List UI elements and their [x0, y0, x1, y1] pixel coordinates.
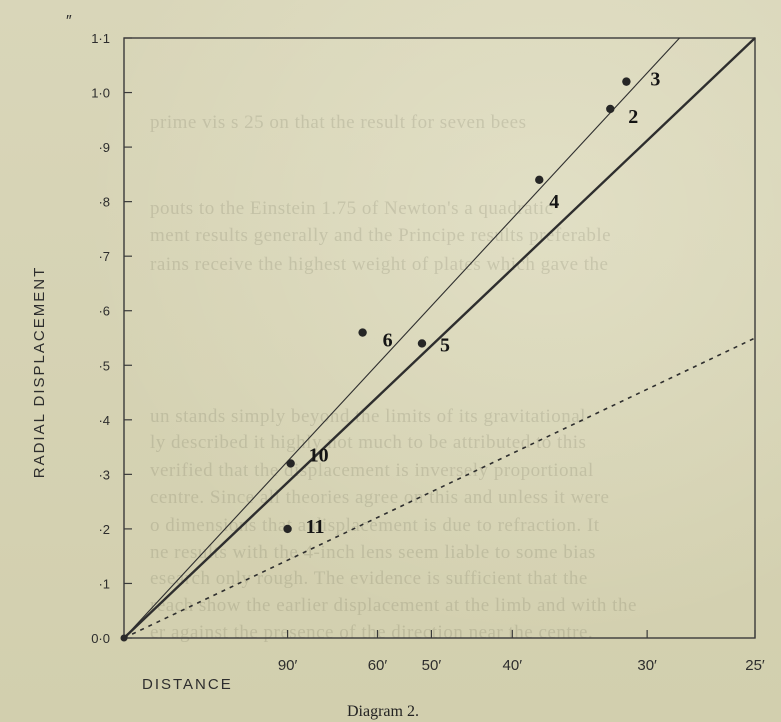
x-tick-label: 40′ [503, 657, 523, 674]
data-point-label-3: 3 [650, 69, 660, 91]
bleed-through-text: pouts to the Einstein 1.75 of Newton's a… [150, 198, 554, 219]
data-point-3 [622, 77, 631, 86]
bleed-through-text: prime vis s 25 on that the result for se… [150, 112, 527, 133]
y-axis-title: RADIAL DISPLACEMENT [31, 266, 48, 479]
y-tick-label: ·1 [98, 576, 110, 591]
trend-line-solid-thin [123, 37, 680, 639]
bleed-through-text: rains receive the highest weight of plat… [150, 254, 609, 275]
trend-line-dashed [123, 337, 756, 639]
bleed-through-text: ly described it highly not much to be at… [150, 432, 587, 453]
y-tick-label: ·3 [98, 467, 110, 482]
data-point-label-2: 2 [628, 106, 638, 128]
bleed-through-text: un stands simply beyond the limits of it… [150, 406, 586, 427]
bleed-through-text: reach show the earlier displacement at t… [150, 595, 637, 616]
x-tick-label: 90′ [278, 657, 298, 674]
bleed-through-text: verified that the displacement is invers… [150, 460, 594, 481]
x-tick-label: 30′ [637, 657, 657, 674]
bleed-through-text: o dimensions that a displacement is due … [150, 515, 600, 536]
data-point-2 [606, 104, 615, 114]
y-tick-label: ·4 [98, 413, 110, 428]
y-tick-label: ·2 [98, 522, 110, 537]
data-point-label-10: 10 [309, 444, 329, 466]
x-axis-title: DISTANCE [142, 676, 233, 693]
bleed-through-text: esearch only rough. The evidence is suff… [150, 568, 588, 589]
y-tick-label: 1·0 [91, 86, 110, 101]
bleed-through-text: ment results generally and the Principe … [150, 225, 612, 246]
data-point-11 [283, 524, 292, 534]
y-tick-label: ·9 [98, 140, 110, 155]
x-tick-label: 50′ [422, 657, 442, 674]
data-point-label-5: 5 [440, 334, 450, 356]
y-tick-label: ·5 [98, 358, 110, 373]
data-point-4 [535, 175, 544, 185]
y-tick-label: 0·0 [91, 631, 110, 646]
x-tick-label: 60′ [368, 657, 388, 674]
trend-line-solid-thick [123, 37, 756, 639]
data-point-label-6: 6 [383, 330, 393, 352]
y-axis-unit-mark: ″ [66, 13, 72, 30]
data-point-6 [358, 328, 367, 337]
origin-point [120, 634, 128, 642]
data-point-label-11: 11 [306, 516, 325, 538]
data-point-10 [286, 459, 295, 468]
data-point-5 [417, 339, 427, 348]
data-point-label-4: 4 [549, 191, 559, 213]
y-tick-label: 1·1 [91, 31, 110, 46]
bleed-through-text: ne results with the 4-inch lens seem lia… [150, 542, 596, 563]
plot-frame [123, 37, 756, 639]
x-tick-label: 25′ [745, 657, 765, 674]
y-tick-label: ·8 [98, 195, 110, 210]
y-tick-label: ·6 [98, 304, 110, 319]
y-tick-label: ·7 [98, 249, 110, 264]
figure-caption: Diagram 2. [347, 703, 419, 720]
